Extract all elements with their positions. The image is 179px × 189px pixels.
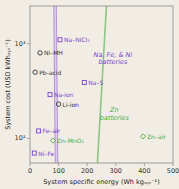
point-label: Na-ion [54,91,74,98]
region-ellipse [42,6,156,163]
x-tick [30,163,31,166]
x-tick [115,163,116,166]
x-axis-label: System specific energy (Wh kgₛᵧₛ⁻¹) [43,178,160,186]
point [50,138,55,143]
point-label: Fe–air [43,127,61,134]
point-label: Li-ion [63,101,80,108]
y-tick [27,43,30,44]
point [32,151,36,155]
x-tick [58,163,59,166]
y-axis-label: System cost (USD kWhₛᵧₛ⁻¹) [4,39,12,130]
region-label-line: batteries [100,114,130,122]
x-tick-label: 200 [81,167,93,175]
x-tick-label: 300 [110,167,122,175]
background [0,0,179,189]
y-tick-label: 10³ [15,40,26,48]
point [37,129,41,133]
region-label: Na, Fe, & Nibatteries [94,51,133,67]
point [58,38,62,42]
point-label: Pb-acid [39,69,61,76]
point-label: Zn–air [147,133,166,140]
point-label: Ni–MH [44,49,63,56]
region-label-line: batteries [98,58,128,66]
plot-area [30,6,156,163]
x-tick [87,163,88,166]
point-label: Na–NiCl₂ [64,36,90,43]
point [140,134,145,139]
point [38,51,42,55]
region-ellipse [30,6,86,163]
point-label: Ni–Fe [38,150,54,157]
region-label: Znbatteries [100,106,130,122]
region-ellipse [30,6,86,163]
point-label: Na–S [88,79,103,86]
x-tick-label: 0 [28,167,32,175]
point [48,93,52,97]
plot-frame [30,6,173,163]
point [82,80,86,84]
x-tick [144,163,145,166]
point [33,70,37,74]
point [56,102,60,106]
y-tick-label: 10² [15,134,26,142]
y-tick [27,138,30,139]
x-tick [173,163,174,166]
x-tick-label: 100 [52,167,64,175]
region-ellipse [42,6,156,163]
point-label: Zn–MnO₂ [57,137,85,144]
x-tick-label: 500 [167,167,179,175]
chart: Na–NiCl₂ Na–S Na-ion Fe–air Ni–Fe Ni–MH Pb-aci… [0,0,179,189]
x-tick-label: 400 [138,167,150,175]
